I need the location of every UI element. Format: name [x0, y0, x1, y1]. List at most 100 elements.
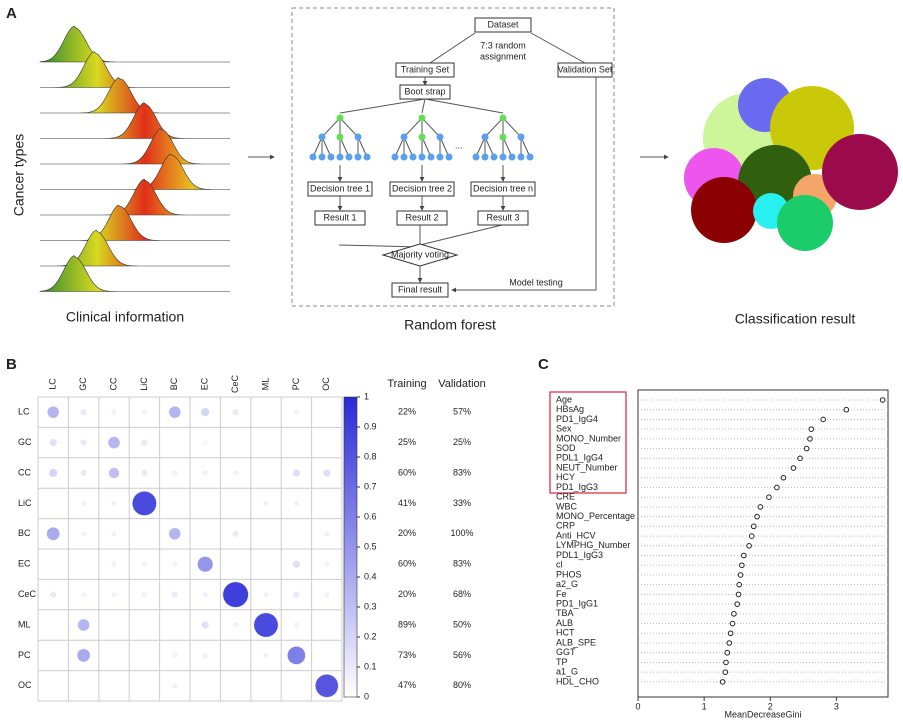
caption: Clinical information [66, 309, 184, 325]
colorbar-tick-label: 0.9 [364, 421, 377, 431]
tree-edge [394, 136, 405, 158]
row-label: GC [18, 437, 32, 447]
node-label: Decision tree 2 [392, 183, 452, 193]
cell-circle [108, 467, 120, 479]
cell-circle [200, 407, 210, 417]
point [750, 523, 757, 530]
cell-circle [202, 470, 208, 476]
row-label: LiC [18, 498, 32, 508]
ridge [40, 102, 230, 139]
cell-circle [142, 592, 147, 597]
point [723, 659, 729, 666]
cell-circle [168, 527, 181, 540]
cell-circle [111, 561, 117, 567]
table-cell: 60% [398, 559, 416, 569]
cell-circle [232, 530, 239, 537]
table-header: Training [387, 378, 426, 390]
colorbar-tick-label: 0.3 [364, 601, 377, 611]
cell-circle [80, 439, 87, 446]
cell-circle [172, 470, 178, 476]
tree-node [336, 153, 344, 161]
tree-node [427, 153, 435, 161]
node-label: Result 3 [486, 212, 519, 222]
feature-label: a1_G [556, 667, 578, 677]
flowchart: Dataset 7:3 random assignment Training S… [291, 7, 615, 307]
tree-node [490, 153, 498, 161]
column-label: BC [169, 377, 179, 390]
point [797, 455, 803, 462]
column-label: EC [200, 377, 210, 390]
table-cell: 25% [398, 437, 416, 447]
ridge [40, 204, 230, 241]
colorbar [343, 396, 358, 698]
table-cell: 68% [453, 589, 471, 599]
cell-circle [76, 648, 91, 663]
colorbar-tick-label: 0.5 [364, 541, 377, 551]
feature-label: Age [556, 394, 572, 404]
cell-circle [107, 436, 121, 449]
tree-node [336, 114, 344, 122]
feature-label: CRE [556, 492, 575, 502]
point [820, 416, 826, 423]
point [731, 611, 737, 617]
cell-circle [111, 531, 117, 537]
column-label: CC [108, 377, 118, 390]
tree-node [418, 114, 426, 122]
cell-circle [142, 561, 147, 567]
column-label: PC [291, 377, 301, 390]
point [719, 679, 726, 685]
table-cell: 73% [398, 650, 416, 660]
tree-node [526, 153, 534, 161]
point [726, 640, 733, 646]
tree-edge [321, 136, 332, 158]
point [790, 465, 797, 471]
ridge [40, 153, 230, 190]
point [727, 630, 734, 637]
feature-label: SOD [556, 443, 576, 453]
x-tick-label: 0 [635, 701, 640, 711]
feature-label: Sex [556, 424, 572, 434]
table-cell: 20% [398, 589, 416, 599]
tree-node [409, 153, 417, 161]
cell-circle [202, 653, 208, 658]
colorbar-tick-label: 0.7 [364, 481, 377, 491]
column-label: LiC [139, 377, 149, 391]
tree-node [400, 133, 408, 141]
node-label: Dataset [487, 19, 519, 29]
colorbar-tick-label: 0.4 [364, 571, 377, 581]
tree-node [336, 133, 344, 141]
feature-label: HDL_CHO [556, 676, 599, 686]
feature-label: LYMPHG_Number [556, 540, 630, 550]
cell-circle [222, 581, 249, 608]
cell-circle [294, 501, 299, 506]
point [722, 669, 729, 675]
tree-edge [403, 136, 414, 158]
feature-label: HCY [556, 472, 575, 482]
colorbar-tick-label: 0 [364, 691, 369, 701]
point [754, 513, 760, 520]
ridgeline-plot [39, 25, 230, 292]
ridge [40, 51, 230, 88]
tree-node [309, 153, 317, 161]
table-header: Validation [438, 378, 486, 390]
row-label: PC [18, 650, 31, 660]
tree-node [499, 133, 507, 141]
table-cell: 80% [453, 680, 471, 690]
cell-circle [81, 531, 86, 537]
cell-circle [263, 501, 269, 506]
cell-circle [315, 674, 339, 698]
tree-edge [502, 136, 513, 158]
point [766, 494, 772, 501]
tree-edge [357, 136, 368, 158]
cell-circle [47, 406, 60, 419]
cell-circle [168, 406, 181, 419]
feature-label: PHOS [556, 569, 582, 579]
row-label: LC [18, 407, 30, 417]
caption: Classification result [735, 311, 856, 327]
feature-label: TP [556, 657, 568, 667]
node [314, 210, 366, 226]
table-cell: 57% [453, 407, 471, 417]
tree-node [391, 153, 399, 161]
cell-circle [111, 409, 117, 415]
